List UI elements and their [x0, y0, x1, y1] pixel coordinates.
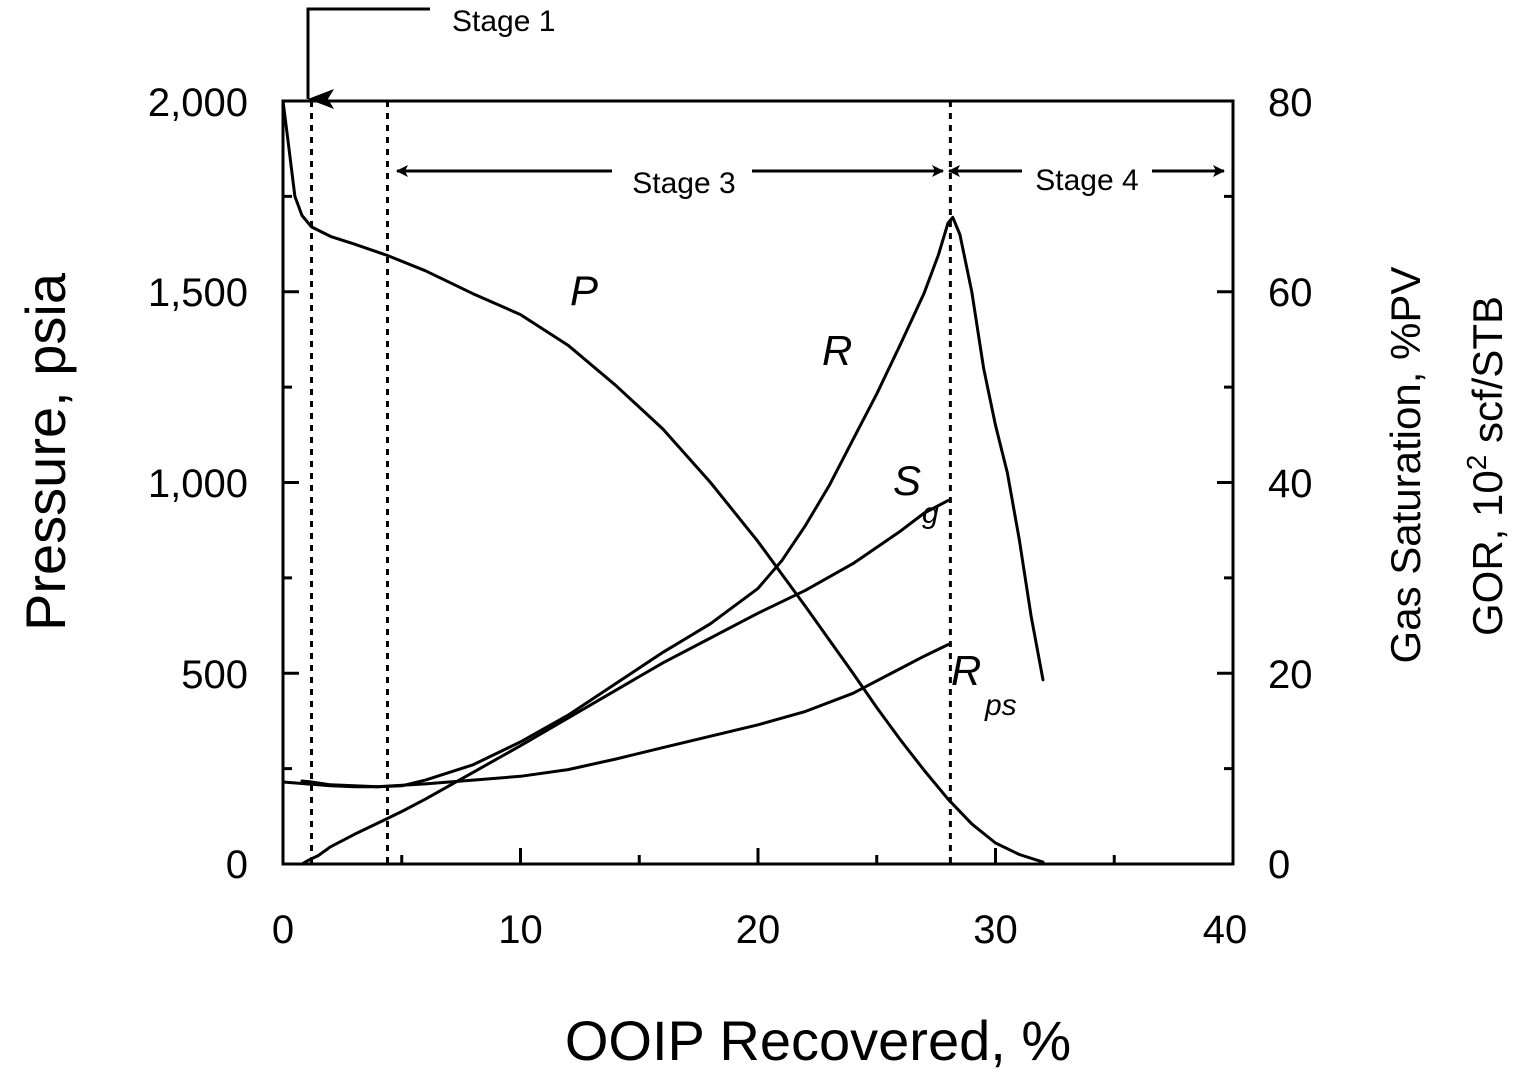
stage-4-annotation: Stage 4 [948, 164, 1225, 197]
gor-exponent: 2 [1461, 455, 1492, 471]
x-tick-label: 30 [973, 908, 1018, 952]
label-gas-saturation-main: S [893, 457, 921, 504]
y2-tick-label: 20 [1268, 653, 1313, 697]
label-rps-main: R [951, 647, 981, 694]
stage-1-label: Stage 1 [452, 5, 555, 38]
stage-4-label: Stage 4 [1035, 164, 1138, 197]
label-gas-saturation-sub: g [922, 497, 939, 530]
plot-frame [281, 99, 1235, 866]
y2-axis-title-gas-saturation: Gas Saturation, %PV [1382, 267, 1429, 664]
label-pressure: P [570, 267, 598, 314]
x-tick-label: 40 [1203, 908, 1248, 952]
x-tick-label: 0 [272, 908, 294, 952]
stage-1-annotation: Stage 1 [306, 5, 555, 109]
y2-tick-label: 60 [1268, 271, 1313, 315]
y2-tick-label: 80 [1268, 81, 1313, 125]
x-tick-labels: 0 10 20 30 40 [272, 908, 1247, 952]
y-tick-label: 1,000 [148, 462, 248, 506]
axis-ticks [281, 99, 1235, 866]
stage-1-arrow [306, 7, 430, 109]
label-rps: R ps [951, 647, 1017, 722]
x-tick-label: 20 [736, 908, 781, 952]
label-gor: R [822, 327, 852, 374]
series-line-rps [300, 643, 950, 789]
y2-axis-title-gor: GOR, 102 scf/STB [1461, 296, 1511, 636]
x-tick-label: 10 [498, 908, 543, 952]
y2-tick-labels: 0 20 40 60 80 [1268, 81, 1313, 887]
x-axis-title: OOIP Recovered, % [565, 1009, 1071, 1072]
gor-prefix: GOR, 10 [1464, 470, 1511, 636]
series-line-pressure [281, 99, 1045, 864]
y-tick-labels: 0 500 1,000 1,500 2,000 [148, 81, 248, 887]
label-gas-saturation: S g [893, 457, 939, 530]
y-tick-label: 500 [181, 653, 248, 697]
label-rps-sub: ps [984, 689, 1017, 722]
y-tick-label: 1,500 [148, 271, 248, 315]
y2-tick-label: 40 [1268, 462, 1313, 506]
gor-suffix: scf/STB [1464, 296, 1511, 455]
stage-3-label: Stage 3 [632, 167, 735, 200]
y-tick-label: 2,000 [148, 81, 248, 125]
y2-tick-label: 0 [1268, 843, 1290, 887]
y-tick-label: 0 [226, 843, 248, 887]
stage-boundaries [310, 101, 952, 864]
y-axis-title: Pressure, psia [14, 272, 77, 631]
stage-3-annotation: Stage 3 [396, 165, 944, 200]
series-line-gas-saturation [300, 499, 950, 866]
